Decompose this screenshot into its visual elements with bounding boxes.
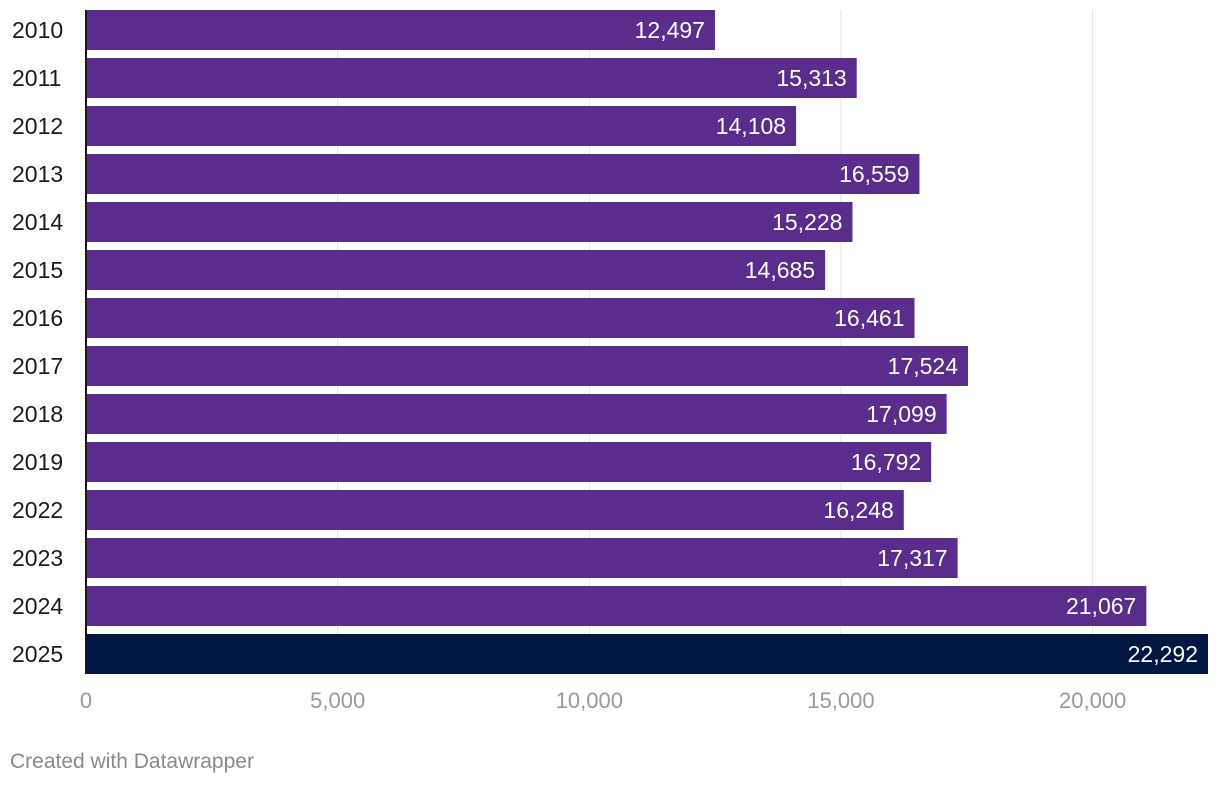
- category-labels: 2010 2011 2012 2013 2014 2015 2016 2017 2018 2019…: [12, 17, 63, 667]
- category-label: 2022: [12, 497, 63, 523]
- value-label: 12,497: [635, 17, 705, 43]
- category-label: 2024: [12, 593, 63, 619]
- value-label: 21,067: [1066, 593, 1136, 619]
- category-label: 2018: [12, 401, 63, 427]
- category-label: 2011: [12, 65, 61, 91]
- bar-2015: [86, 250, 826, 290]
- value-label: 14,108: [716, 113, 786, 139]
- value-labels: 12,497 15,313 14,108 16,559 15,228 14,685 16,4…: [635, 17, 1198, 667]
- category-label: 2023: [12, 545, 63, 571]
- bar-2019: [86, 442, 932, 482]
- value-label: 16,248: [823, 497, 893, 523]
- value-label: 17,317: [877, 545, 947, 571]
- category-label: 2014: [12, 209, 63, 235]
- bar-2016: [86, 298, 915, 338]
- category-label: 2019: [12, 449, 63, 475]
- x-axis-ticks: 0 5,000 10,000 15,000 20,000: [80, 688, 1126, 713]
- x-tick-label: 20,000: [1059, 688, 1126, 713]
- bar-2013: [86, 154, 920, 194]
- category-label: 2016: [12, 305, 63, 331]
- value-label: 14,685: [745, 257, 815, 283]
- value-label: 15,313: [776, 65, 846, 91]
- x-tick-label: 15,000: [807, 688, 874, 713]
- bar-chart: 2010 2011 2012 2013 2014 2015 2016 2017 2018 2019…: [12, 10, 1208, 713]
- credit-footer: Created with Datawrapper: [10, 750, 254, 773]
- bar-2022: [86, 490, 904, 530]
- x-tick-label: 0: [80, 688, 92, 713]
- category-label: 2013: [12, 161, 63, 187]
- bar-2012: [86, 106, 797, 146]
- x-tick-label: 10,000: [556, 688, 623, 713]
- bar-2018: [86, 394, 947, 434]
- value-label: 17,524: [888, 353, 959, 379]
- bar-2024: [86, 586, 1147, 626]
- category-label: 2015: [12, 257, 63, 283]
- value-label: 15,228: [772, 209, 842, 235]
- bar-2023: [86, 538, 958, 578]
- value-label: 16,559: [839, 161, 909, 187]
- bar-2011: [86, 58, 857, 98]
- category-label: 2010: [12, 17, 63, 43]
- category-label: 2017: [12, 353, 63, 379]
- value-label: 16,461: [834, 305, 904, 331]
- value-label: 17,099: [866, 401, 936, 427]
- category-label: 2025: [12, 641, 63, 667]
- x-tick-label: 5,000: [310, 688, 365, 713]
- bar-2025: [86, 634, 1208, 674]
- bar-2010: [86, 10, 715, 50]
- bar-2017: [86, 346, 969, 386]
- value-label: 16,792: [851, 449, 921, 475]
- bars: [86, 10, 1208, 674]
- value-label: 22,292: [1128, 641, 1198, 667]
- bar-2014: [86, 202, 853, 242]
- category-label: 2012: [12, 113, 63, 139]
